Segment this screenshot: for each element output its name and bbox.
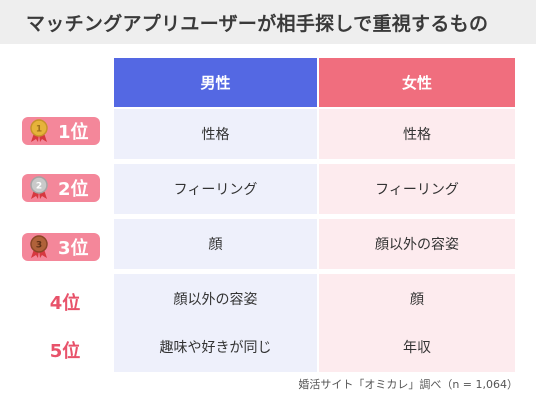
page-title: マッチングアプリユーザーが相手探しで重視するもの [26,13,489,35]
rank-text: 1位 [58,122,89,143]
rank-text: 2位 [58,179,89,200]
female-cell-1: 性格 [319,109,515,159]
svg-text:1: 1 [36,125,42,135]
male-column-header: 男性 [114,58,317,107]
rank-label-4: 4位 [22,286,104,318]
rank-badge: 2 2位 [22,174,100,202]
rank-text: 3位 [58,238,89,259]
rank-label-1: 1 1位 [22,115,100,147]
male-cell-2: フィーリング [114,164,317,214]
male-cell-5: 趣味や好きが同じ [114,322,317,372]
gold-medal-icon: 1 [28,119,50,143]
bronze-medal-icon: 3 [28,235,50,259]
male-cell-3: 顔 [114,219,317,269]
svg-text:2: 2 [36,182,42,192]
male-cell-4: 顔以外の容姿 [114,274,317,324]
female-column-header: 女性 [319,58,515,107]
female-cell-5: 年収 [319,322,515,372]
rank-badge: 3 3位 [22,233,100,261]
source-footnote: 婚活サイト「オミカレ」調べ（n = 1,064） [298,378,518,391]
rank-label-2: 2 2位 [22,172,100,204]
rank-text: 5位 [49,341,81,362]
female-cell-4: 顔 [319,274,515,324]
female-cell-3: 顔以外の容姿 [319,219,515,269]
male-cell-1: 性格 [114,109,317,159]
rank-text: 4位 [49,293,81,314]
rank-label-5: 5位 [22,334,104,366]
title-bar: マッチングアプリユーザーが相手探しで重視するもの [0,0,536,44]
svg-text:3: 3 [36,241,42,251]
rank-label-3: 3 3位 [22,231,100,263]
rank-badge: 1 1位 [22,117,100,145]
female-cell-2: フィーリング [319,164,515,214]
silver-medal-icon: 2 [28,176,50,200]
